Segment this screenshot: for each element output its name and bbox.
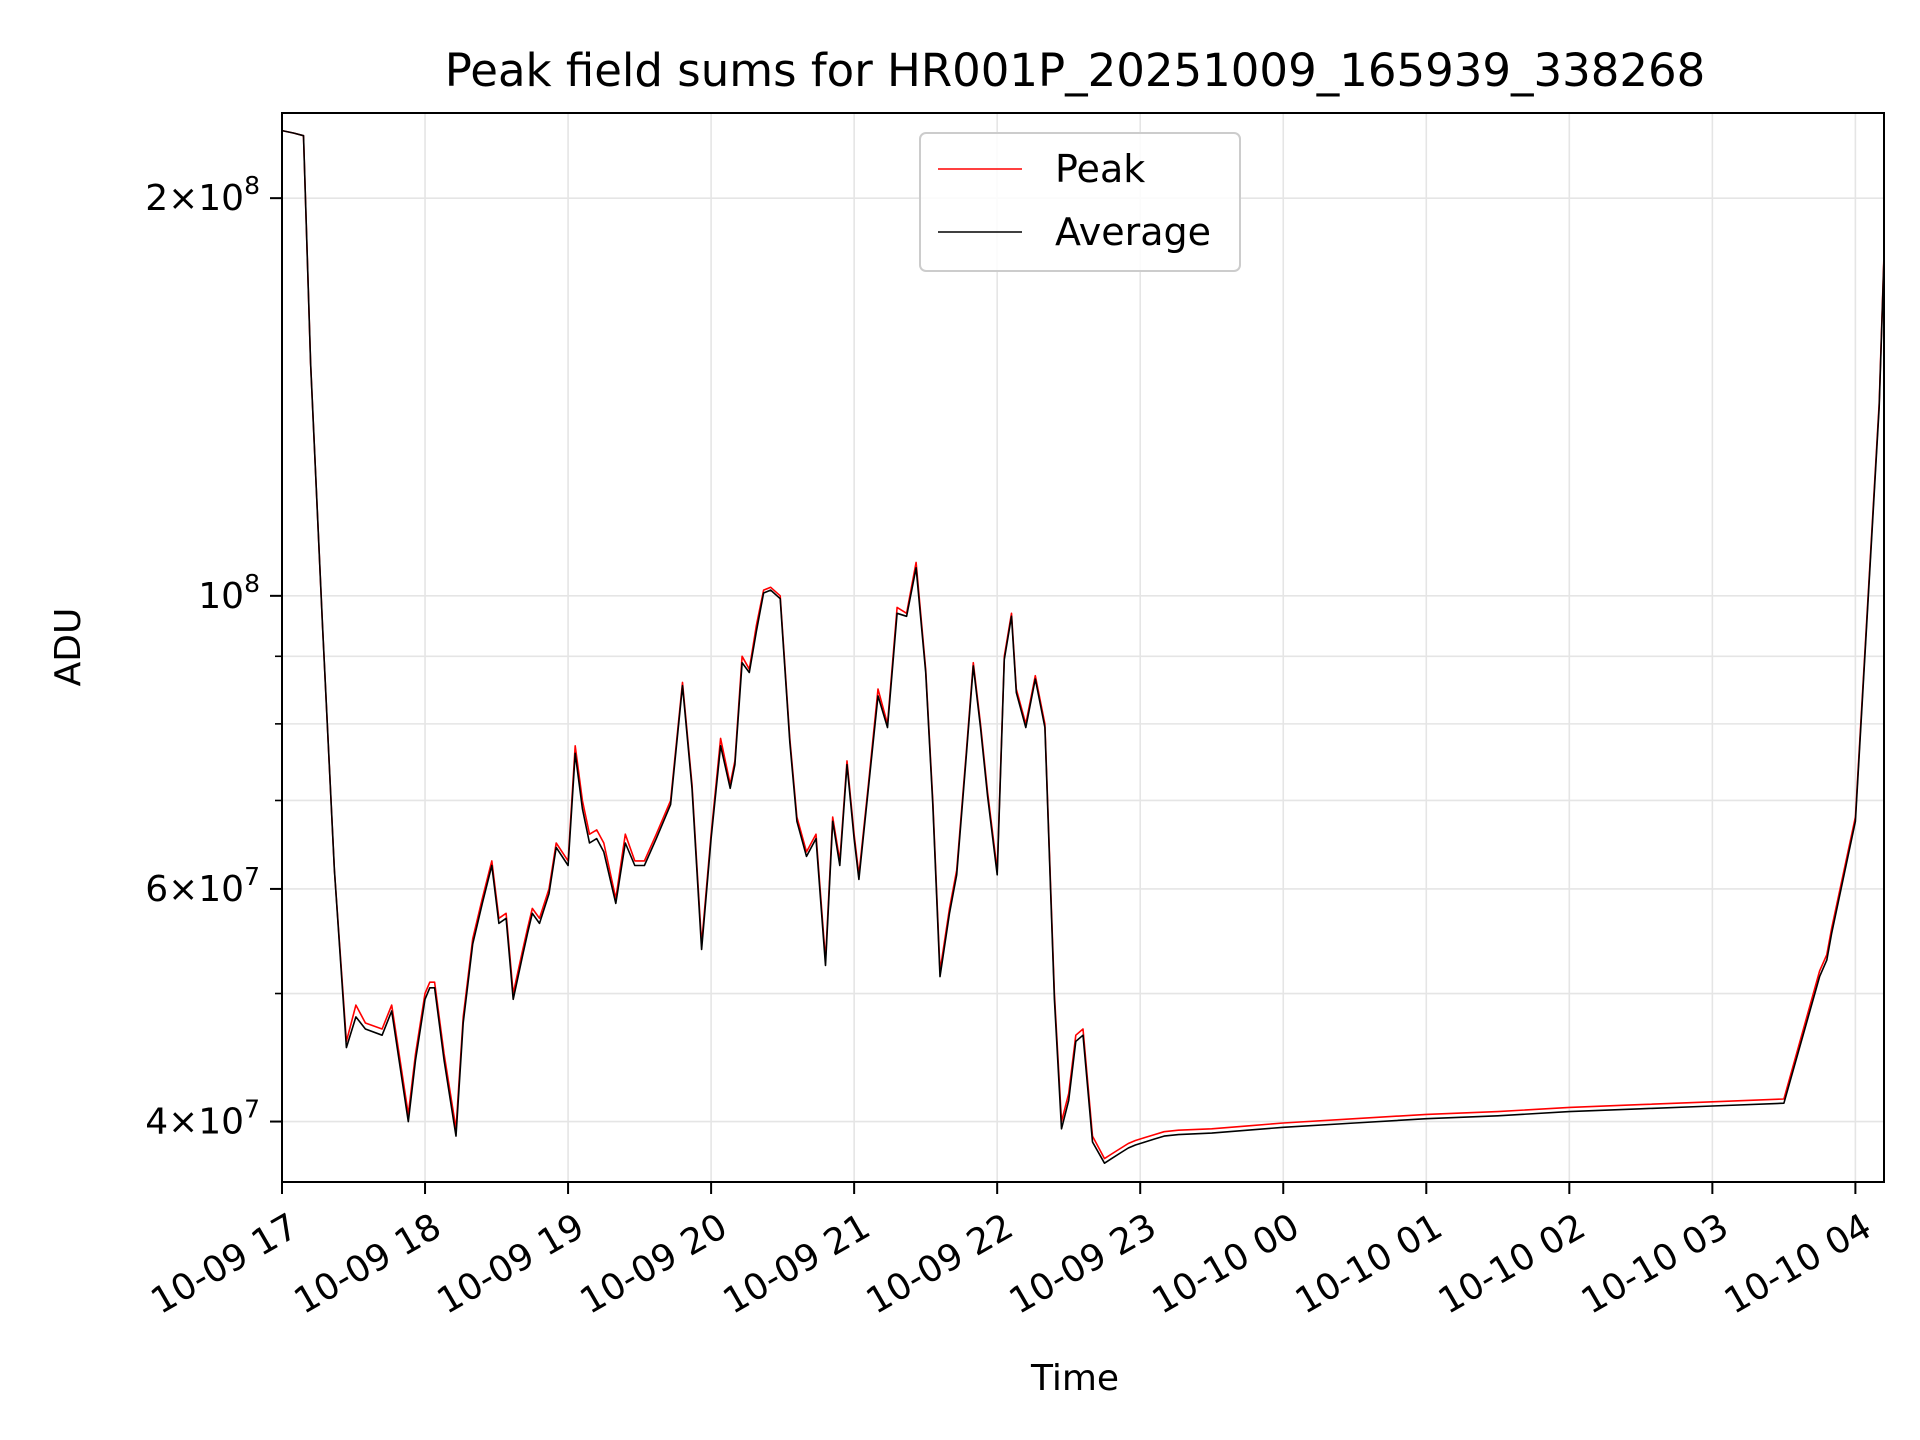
legend-label-peak: Peak (1055, 147, 1145, 191)
y-tick-label: 6×107 (145, 862, 260, 910)
y-tick-label: 2×108 (145, 171, 260, 219)
series-line-peak (282, 129, 1884, 1160)
x-tick-label: 10-10 04 (1718, 1206, 1879, 1322)
x-tick-label: 10-09 17 (144, 1206, 305, 1322)
x-tick-label: 10-09 20 (574, 1206, 735, 1322)
grid-lines (281, 113, 1884, 1182)
x-tick-label: 10-10 01 (1289, 1206, 1450, 1322)
x-tick-label: 10-10 03 (1575, 1206, 1736, 1322)
x-tick-label: 10-09 23 (1003, 1206, 1164, 1322)
series-lines (282, 129, 1884, 1164)
legend-box (919, 132, 1241, 272)
x-tick-label: 10-10 02 (1432, 1206, 1593, 1322)
y-tick-label: 108 (198, 569, 260, 617)
series-line-average (282, 129, 1884, 1164)
legend: Peak Average (919, 132, 1241, 272)
x-tick-label: 10-09 19 (430, 1206, 591, 1322)
x-axis-label: Time (1030, 1358, 1119, 1399)
x-tick-label: 10-09 18 (287, 1206, 448, 1322)
y-tick-label: 4×107 (145, 1095, 260, 1143)
chart-title: Peak field sums for HR001P_20251009_1659… (445, 44, 1706, 97)
plot-frame (281, 112, 1885, 1183)
x-tick-label: 10-09 21 (717, 1206, 878, 1322)
x-tick-label: 10-10 00 (1146, 1206, 1307, 1322)
x-tick-label: 10-09 22 (860, 1206, 1021, 1322)
y-axis-label: ADU (48, 608, 89, 687)
legend-label-average: Average (1055, 210, 1211, 254)
